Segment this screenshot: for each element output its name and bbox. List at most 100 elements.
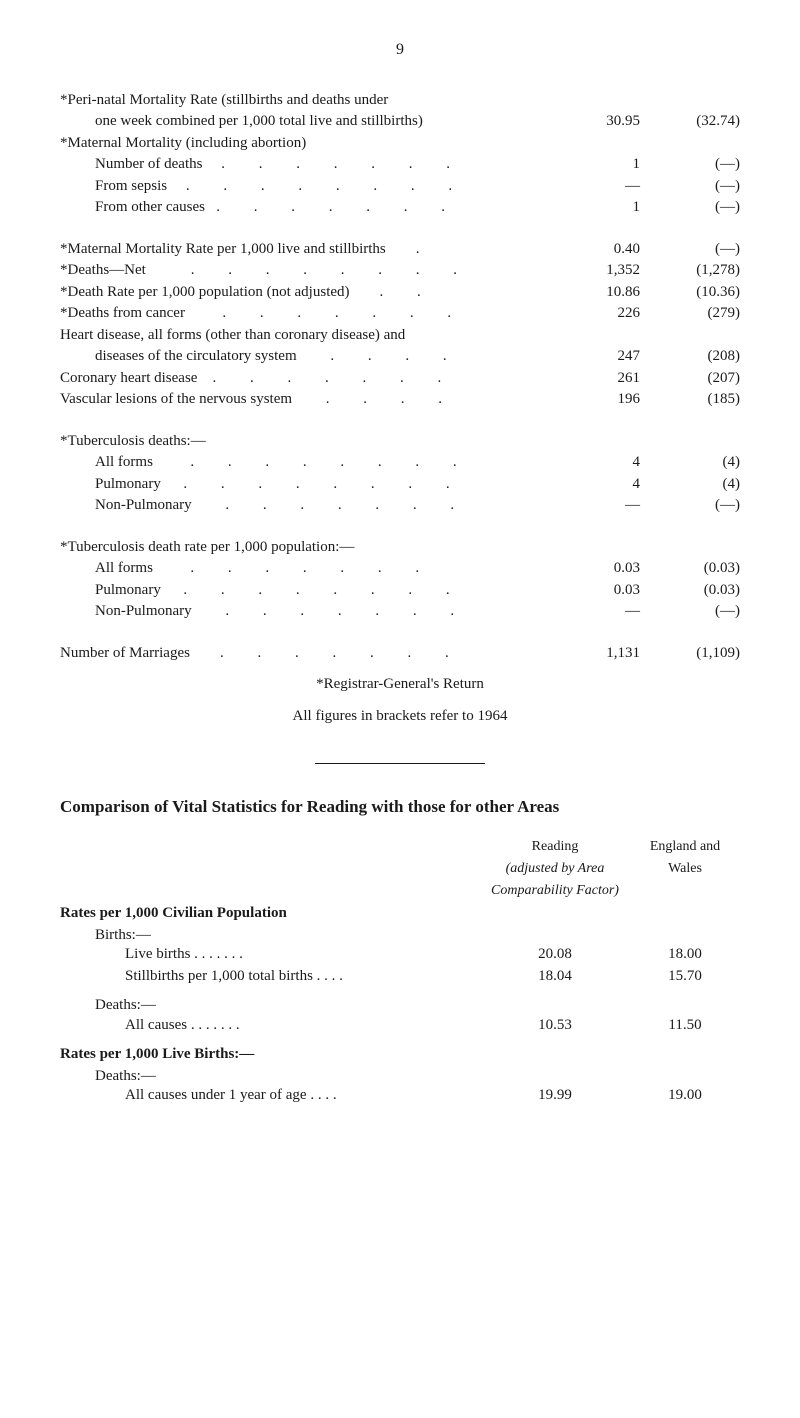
deaths-block: All causes . . . . . . .10.5311.50 — [60, 1016, 740, 1036]
stat-val1: 1 — [560, 198, 660, 218]
stat-val2: (279) — [660, 304, 740, 324]
comp-val2: 11.50 — [630, 1016, 740, 1036]
stat-val1: 10.86 — [560, 283, 660, 303]
stat-label: *Maternal Mortality (including abortion) — [60, 134, 560, 154]
stat-label: All forms . . . . . . . . — [60, 453, 560, 473]
comp-val1: 19.99 — [480, 1086, 630, 1106]
stat-label: Pulmonary . . . . . . . . — [60, 581, 560, 601]
rates-pop-title: Rates per 1,000 Civilian Population — [60, 904, 740, 924]
stat-label: Non-Pulmonary . . . . . . . — [60, 602, 560, 622]
stat-label: Coronary heart disease . . . . . . . — [60, 369, 560, 389]
stat-label: *Deaths—Net . . . . . . . . — [60, 261, 560, 281]
col-reading-2: (adjusted by Area — [480, 860, 630, 878]
comp-row: All causes . . . . . . .10.5311.50 — [60, 1016, 740, 1036]
stat-val1: 196 — [560, 390, 660, 410]
stat-val1: 226 — [560, 304, 660, 324]
marriages-val2: (1,109) — [660, 644, 740, 664]
stat-val1: — — [560, 602, 660, 622]
stat-val1: 0.40 — [560, 240, 660, 260]
stat-val2: (10.36) — [660, 283, 740, 303]
stat-row: *Peri-natal Mortality Rate (stillbirths … — [60, 91, 740, 111]
stat-label: Non-Pulmonary . . . . . . . — [60, 496, 560, 516]
stat-row: *Deaths from cancer . . . . . . .226(279… — [60, 304, 740, 324]
stat-val1: 30.95 — [560, 112, 660, 132]
col-reading-3: Comparability Factor) — [480, 882, 630, 900]
marriages-label: Number of Marriages . . . . . . . — [60, 644, 560, 664]
stat-row: From other causes . . . . . . .1(—) — [60, 198, 740, 218]
stat-label: *Death Rate per 1,000 population (not ad… — [60, 283, 560, 303]
stat-label: From other causes . . . . . . . — [60, 198, 560, 218]
tb-rate-block: All forms . . . . . . .0.03(0.03)Pulmona… — [60, 559, 740, 622]
stat-row: Non-Pulmonary . . . . . . .—(—) — [60, 496, 740, 516]
marriages-row: Number of Marriages . . . . . . . 1,131 … — [60, 644, 740, 664]
stat-row: Coronary heart disease . . . . . . .261(… — [60, 369, 740, 389]
deaths2-title: Deaths:— — [60, 1067, 740, 1087]
stat-row: Heart disease, all forms (other than cor… — [60, 326, 740, 346]
stat-label: Pulmonary . . . . . . . . — [60, 475, 560, 495]
stat-label: *Peri-natal Mortality Rate (stillbirths … — [60, 91, 560, 111]
stat-val2: (32.74) — [660, 112, 740, 132]
col-england-1: England and — [630, 838, 740, 856]
stat-label: Number of deaths . . . . . . . — [60, 155, 560, 175]
stat-val1: 1 — [560, 155, 660, 175]
stat-label: All forms . . . . . . . — [60, 559, 560, 579]
stat-val2: (207) — [660, 369, 740, 389]
stat-row: *Death Rate per 1,000 population (not ad… — [60, 283, 740, 303]
stat-row: *Maternal Mortality Rate per 1,000 live … — [60, 240, 740, 260]
comp-label: All causes under 1 year of age . . . . — [60, 1086, 480, 1106]
stat-label: Vascular lesions of the nervous system .… — [60, 390, 560, 410]
stat-label: *Deaths from cancer . . . . . . . — [60, 304, 560, 324]
stat-row: Vascular lesions of the nervous system .… — [60, 390, 740, 410]
tb-deaths-block: All forms . . . . . . . .4(4)Pulmonary .… — [60, 453, 740, 516]
column-headers-3: Comparability Factor) — [60, 882, 740, 900]
comp-val1: 18.04 — [480, 967, 630, 987]
comp-val2: 18.00 — [630, 945, 740, 965]
stat-row: All forms . . . . . . . .4(4) — [60, 453, 740, 473]
stat-val1: 1,352 — [560, 261, 660, 281]
stat-val2: (—) — [660, 496, 740, 516]
stat-val2: (—) — [660, 198, 740, 218]
stat-val1: 261 — [560, 369, 660, 389]
stat-val2: (—) — [660, 155, 740, 175]
comp-val1: 20.08 — [480, 945, 630, 965]
stat-row: From sepsis . . . . . . . .—(—) — [60, 177, 740, 197]
stat-val1: 4 — [560, 453, 660, 473]
comp-val2: 15.70 — [630, 967, 740, 987]
stat-val1: 4 — [560, 475, 660, 495]
births-title: Births:— — [60, 926, 740, 946]
stat-row: Pulmonary . . . . . . . .4(4) — [60, 475, 740, 495]
stat-val2: (—) — [660, 240, 740, 260]
stat-label: diseases of the circulatory system . . .… — [60, 347, 560, 367]
comp-val2: 19.00 — [630, 1086, 740, 1106]
registrar-note: *Registrar-General's Return — [60, 675, 740, 695]
tb-rate-title: *Tuberculosis death rate per 1,000 popul… — [60, 538, 740, 558]
comp-row: Live births . . . . . . .20.0818.00 — [60, 945, 740, 965]
page-number: 9 — [60, 40, 740, 61]
stat-row: *Maternal Mortality (including abortion) — [60, 134, 740, 154]
comp-row: Stillbirths per 1,000 total births . . .… — [60, 967, 740, 987]
col-england-2: Wales — [630, 860, 740, 878]
stat-val1: 0.03 — [560, 559, 660, 579]
stat-label: From sepsis . . . . . . . . — [60, 177, 560, 197]
stat-row: Non-Pulmonary . . . . . . .—(—) — [60, 602, 740, 622]
stat-label: *Maternal Mortality Rate per 1,000 live … — [60, 240, 560, 260]
stat-val2: (—) — [660, 602, 740, 622]
stats-block-1: *Peri-natal Mortality Rate (stillbirths … — [60, 91, 740, 218]
births-block: Live births . . . . . . .20.0818.00Still… — [60, 945, 740, 986]
comp-label: Stillbirths per 1,000 total births . . .… — [60, 967, 480, 987]
stat-val2: (185) — [660, 390, 740, 410]
stat-row: one week combined per 1,000 total live a… — [60, 112, 740, 132]
stat-val1: 247 — [560, 347, 660, 367]
stat-val2: (—) — [660, 177, 740, 197]
stat-val1: 0.03 — [560, 581, 660, 601]
comparison-heading: Comparison of Vital Statistics for Readi… — [60, 796, 740, 818]
comp-label: All causes . . . . . . . — [60, 1016, 480, 1036]
column-headers: Reading England and — [60, 838, 740, 856]
comp-row: All causes under 1 year of age . . . .19… — [60, 1086, 740, 1106]
stat-val2: (4) — [660, 475, 740, 495]
comp-label: Live births . . . . . . . — [60, 945, 480, 965]
deaths2-block: All causes under 1 year of age . . . .19… — [60, 1086, 740, 1106]
stat-val2: (208) — [660, 347, 740, 367]
column-headers-2: (adjusted by Area Wales — [60, 860, 740, 878]
brackets-note: All figures in brackets refer to 1964 — [60, 707, 740, 727]
